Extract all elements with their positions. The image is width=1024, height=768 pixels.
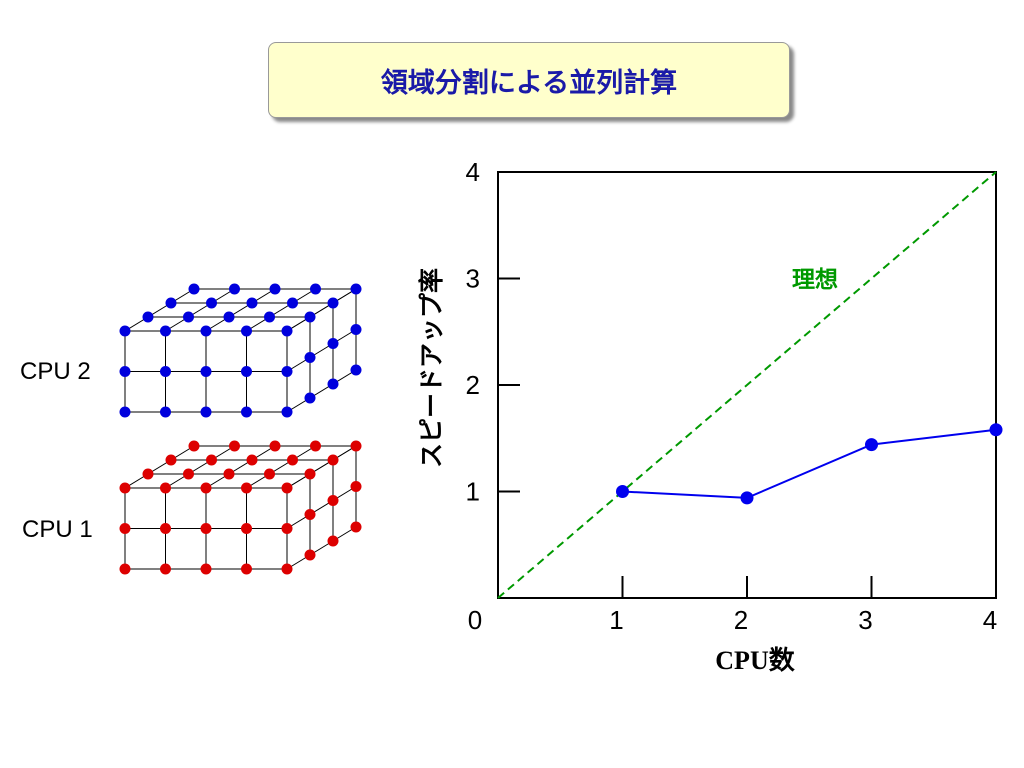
data-point	[616, 485, 629, 498]
lattice-node	[304, 509, 316, 520]
lattice-node	[304, 468, 316, 480]
x-tick-label: 1	[609, 605, 623, 635]
lattice-block-cpu2	[119, 283, 362, 418]
data-point	[740, 491, 754, 505]
measured-speedup-line	[622, 428, 997, 499]
lattice-node	[327, 454, 339, 466]
lattice-node	[165, 297, 177, 309]
lattice-node	[160, 563, 171, 575]
lattice-node	[241, 482, 252, 494]
x-tick-label: 0	[468, 605, 482, 635]
lattice-node	[200, 325, 212, 337]
lattice-node	[281, 366, 293, 377]
lattice-node	[350, 481, 362, 492]
y-tick-label: 4	[466, 157, 480, 187]
lattice-node	[183, 311, 194, 323]
lattice-node	[350, 440, 362, 452]
x-tick-label: 3	[858, 605, 872, 635]
lattice-node	[200, 563, 212, 575]
title-box: 領域分割による並列計算	[268, 42, 790, 118]
lattice-node	[142, 311, 154, 323]
y-tick-label: 1	[466, 477, 480, 507]
lattice-node	[310, 440, 321, 452]
lattice-node	[241, 406, 252, 418]
lattice-node	[206, 454, 217, 466]
lattice-node	[269, 440, 281, 452]
lattice-node	[327, 297, 339, 309]
lattice-node	[241, 563, 252, 575]
lattice-node	[287, 297, 298, 309]
lattice-node	[200, 366, 212, 377]
lattice-node	[119, 406, 131, 418]
y-tick-label: 2	[466, 370, 480, 400]
x-tick-label: 4	[983, 605, 997, 635]
lattice-node	[200, 406, 212, 418]
lattice-node	[281, 563, 293, 575]
lattice-node	[183, 468, 194, 480]
lattice-node	[281, 325, 293, 337]
lattice-node	[160, 325, 171, 337]
lattice-node	[350, 283, 362, 295]
cpu1-label: CPU 1	[22, 516, 93, 543]
data-point	[865, 438, 878, 452]
lattice-node	[304, 549, 316, 561]
lattice-node	[165, 454, 177, 466]
lattice-node	[287, 454, 298, 466]
slide-title: 領域分割による並列計算	[380, 67, 678, 99]
lattice-node	[304, 352, 316, 363]
lattice-node	[119, 523, 131, 534]
lattice-node	[264, 311, 275, 323]
lattice-node	[160, 366, 171, 377]
lattice-node	[350, 324, 362, 335]
lattice-node	[281, 482, 293, 494]
lattice-node	[269, 283, 281, 295]
lattice-node	[327, 378, 339, 390]
lattice-node	[327, 495, 339, 506]
x-axis-label: CPU数	[715, 646, 795, 675]
lattice-node	[281, 523, 293, 534]
lattice-node	[304, 311, 316, 323]
lattice-node	[142, 468, 154, 480]
lattice-node	[160, 482, 171, 494]
lattice-node	[188, 440, 200, 452]
lattice-node	[188, 283, 200, 295]
lattice-node	[350, 364, 362, 376]
cpu2-label: CPU 2	[20, 358, 91, 385]
lattice-node	[327, 535, 339, 547]
lattice-node	[246, 454, 258, 466]
x-tick-label: 2	[734, 605, 748, 635]
data-point	[989, 423, 1003, 437]
lattice-node	[160, 523, 171, 534]
lattice-node	[241, 325, 252, 337]
lattice-node	[241, 366, 252, 377]
y-tick-label: 3	[466, 264, 480, 294]
lattice-node	[281, 406, 293, 418]
lattice-node	[229, 440, 240, 452]
lattice-node	[310, 283, 321, 295]
lattice-node	[223, 468, 235, 480]
lattice-node	[119, 366, 131, 377]
lattice-node	[206, 297, 217, 309]
lattice-node	[229, 283, 240, 295]
lattice-node	[264, 468, 275, 480]
lattice-node	[327, 338, 339, 349]
lattice-node	[119, 482, 131, 494]
lattice-node	[160, 406, 171, 418]
lattice-node	[246, 297, 258, 309]
lattice-node	[241, 523, 252, 534]
y-axis-label: スピードアップ率	[417, 268, 446, 468]
lattice-node	[223, 311, 235, 323]
ideal-line-label: 理想	[792, 267, 838, 293]
lattice-node	[119, 563, 131, 575]
lattice-node	[304, 392, 316, 404]
lattice-node	[119, 325, 131, 337]
domain-decomposition-lattice	[119, 283, 362, 575]
lattice-node	[350, 521, 362, 533]
ideal-speedup-line	[497, 171, 997, 599]
lattice-node	[200, 523, 212, 534]
lattice-block-cpu1	[119, 440, 362, 575]
lattice-node	[200, 482, 212, 494]
